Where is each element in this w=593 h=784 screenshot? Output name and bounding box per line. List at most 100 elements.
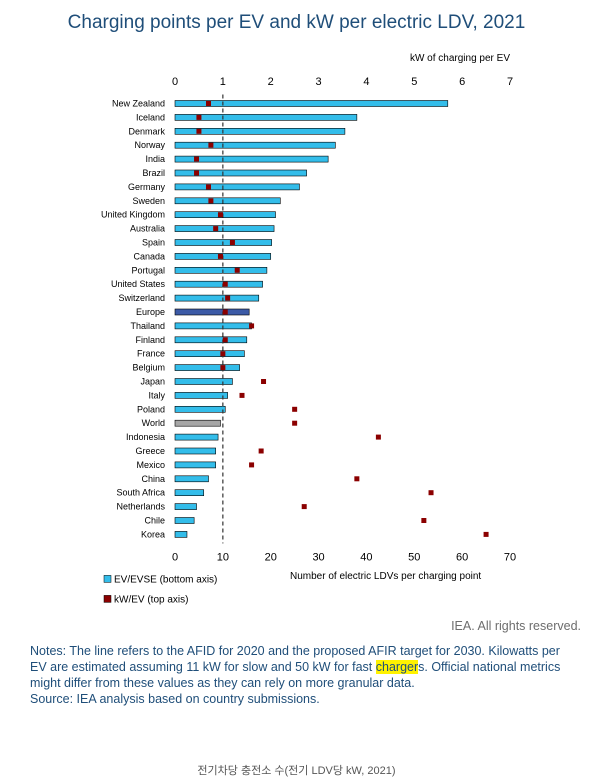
top-axis-ticks: 0 1 2 3 4 5 6 7 bbox=[172, 76, 513, 88]
kw-markers bbox=[194, 101, 489, 537]
ev-evse-bar bbox=[174, 378, 233, 385]
kw-per-ev-marker bbox=[301, 504, 307, 510]
ev-evse-bar bbox=[174, 461, 216, 469]
category-label: Thailand bbox=[130, 321, 165, 331]
notes: Notes: The line refers to the AFID for 2… bbox=[30, 643, 580, 707]
legend-label: kW/EV (top axis) bbox=[114, 594, 188, 605]
kw-per-ev-marker bbox=[249, 462, 255, 468]
image-caption: 전기차당 충전소 수(전기 LDV당 kW, 2021) bbox=[197, 765, 396, 777]
category-label: Denmark bbox=[128, 126, 165, 136]
category-labels: New Zealand Iceland Denmark Norway India Braz… bbox=[101, 99, 166, 540]
bottom-tick-label: 10 bbox=[217, 551, 229, 563]
ev-evse-bar bbox=[174, 141, 336, 149]
top-tick-label: 0 bbox=[172, 76, 178, 88]
kw-per-ev-marker bbox=[208, 142, 214, 148]
bars bbox=[174, 100, 449, 538]
top-tick-label: 5 bbox=[411, 76, 417, 88]
ev-evse-bar bbox=[174, 475, 209, 483]
ev-evse-bar bbox=[174, 364, 240, 371]
kw-per-ev-marker bbox=[483, 531, 489, 537]
category-label: New Zealand bbox=[112, 99, 165, 109]
kw-per-ev-marker bbox=[225, 295, 231, 301]
chart-area: kW of charging per EV 0 1 2 3 4 5 6 7 New Zeala… bbox=[101, 53, 516, 605]
rights-text: IEA. All rights reserved. bbox=[451, 619, 581, 633]
kw-per-ev-marker bbox=[239, 392, 245, 398]
kw-per-ev-marker bbox=[206, 101, 211, 106]
bottom-axis-ticks: 0 10 20 30 40 50 60 70 bbox=[172, 551, 516, 563]
kw-per-ev-marker bbox=[222, 337, 228, 343]
top-tick-label: 2 bbox=[268, 76, 274, 88]
category-label: World bbox=[142, 418, 165, 428]
category-label: Sweden bbox=[132, 196, 165, 206]
category-label: Finland bbox=[135, 335, 165, 345]
source-text: Source: IEA analysis based on country su… bbox=[30, 692, 320, 706]
ev-evse-bar bbox=[174, 267, 268, 274]
bottom-tick-label: 70 bbox=[504, 551, 516, 563]
category-label: Australia bbox=[130, 224, 165, 234]
ev-evse-bar bbox=[174, 128, 346, 135]
bottom-tick-label: 60 bbox=[456, 551, 468, 563]
category-label: Spain bbox=[142, 238, 165, 248]
kw-per-ev-marker bbox=[222, 281, 228, 287]
kw-per-ev-marker bbox=[234, 267, 240, 273]
kw-per-ev-marker bbox=[194, 170, 200, 176]
ev-evse-bar bbox=[174, 350, 245, 358]
ev-evse-bar bbox=[174, 322, 252, 330]
kw-per-ev-marker bbox=[292, 420, 298, 426]
bottom-tick-label: 20 bbox=[265, 551, 277, 563]
top-tick-label: 3 bbox=[316, 76, 322, 88]
category-label: Canada bbox=[133, 251, 165, 261]
category-label: Europe bbox=[136, 307, 165, 317]
ev-evse-bar bbox=[174, 433, 219, 441]
category-label: United Kingdom bbox=[101, 210, 165, 220]
category-label: Germany bbox=[128, 182, 166, 192]
category-label: Netherlands bbox=[116, 502, 165, 512]
category-label: Norway bbox=[134, 140, 165, 150]
kw-per-ev-marker bbox=[196, 128, 202, 134]
legend: EV/EVSE (bottom axis) kW/EV (top axis) bbox=[103, 574, 217, 605]
kw-per-ev-marker bbox=[249, 323, 255, 329]
category-label: Greece bbox=[135, 446, 165, 456]
ev-evse-bar bbox=[174, 489, 205, 497]
ev-evse-bar bbox=[174, 405, 226, 413]
top-tick-label: 4 bbox=[363, 76, 369, 88]
category-label: France bbox=[137, 349, 165, 359]
top-tick-label: 7 bbox=[507, 76, 513, 88]
ev-evse-bar bbox=[174, 517, 195, 524]
kw-per-ev-marker bbox=[421, 518, 427, 523]
ev-evse-bar bbox=[174, 114, 358, 121]
kw-per-ev-marker bbox=[196, 114, 202, 120]
category-label: United States bbox=[111, 279, 166, 289]
notes-text: Notes: The line refers to the AFID for 2… bbox=[30, 644, 560, 674]
category-label: Belgium bbox=[132, 363, 165, 373]
legend-label: EV/EVSE (bottom axis) bbox=[114, 574, 217, 585]
kw-per-ev-marker bbox=[292, 406, 298, 412]
category-label: Switzerland bbox=[118, 293, 165, 303]
bottom-tick-label: 0 bbox=[172, 551, 178, 563]
ev-evse-bar bbox=[174, 503, 197, 510]
ev-evse-bar bbox=[174, 336, 248, 344]
kw-per-ev-marker bbox=[217, 253, 223, 259]
bottom-axis-label: Number of electric LDVs per charging poi… bbox=[290, 571, 481, 582]
legend-swatch bbox=[103, 575, 112, 583]
category-label: Iceland bbox=[136, 112, 165, 122]
chart-title: Charging points per EV and kW per electr… bbox=[67, 12, 526, 33]
category-label: South Africa bbox=[116, 488, 165, 498]
ev-evse-bar bbox=[174, 447, 216, 455]
category-label: Indonesia bbox=[126, 432, 165, 442]
legend-swatch bbox=[103, 595, 112, 603]
top-axis-label: kW of charging per EV bbox=[410, 53, 510, 64]
ev-evse-bar bbox=[174, 211, 276, 218]
ev-evse-bar bbox=[174, 531, 188, 538]
ev-evse-bar bbox=[174, 183, 300, 191]
category-label: Mexico bbox=[136, 460, 165, 470]
ev-evse-bar bbox=[174, 197, 281, 205]
top-tick-label: 6 bbox=[459, 76, 465, 88]
category-label: Italy bbox=[148, 390, 165, 400]
kw-per-ev-marker bbox=[213, 226, 219, 232]
kw-per-ev-marker bbox=[261, 379, 267, 384]
ev-evse-bar bbox=[174, 294, 260, 302]
kw-per-ev-marker bbox=[206, 184, 211, 190]
kw-per-ev-marker bbox=[217, 212, 223, 218]
category-label: Poland bbox=[137, 404, 165, 414]
